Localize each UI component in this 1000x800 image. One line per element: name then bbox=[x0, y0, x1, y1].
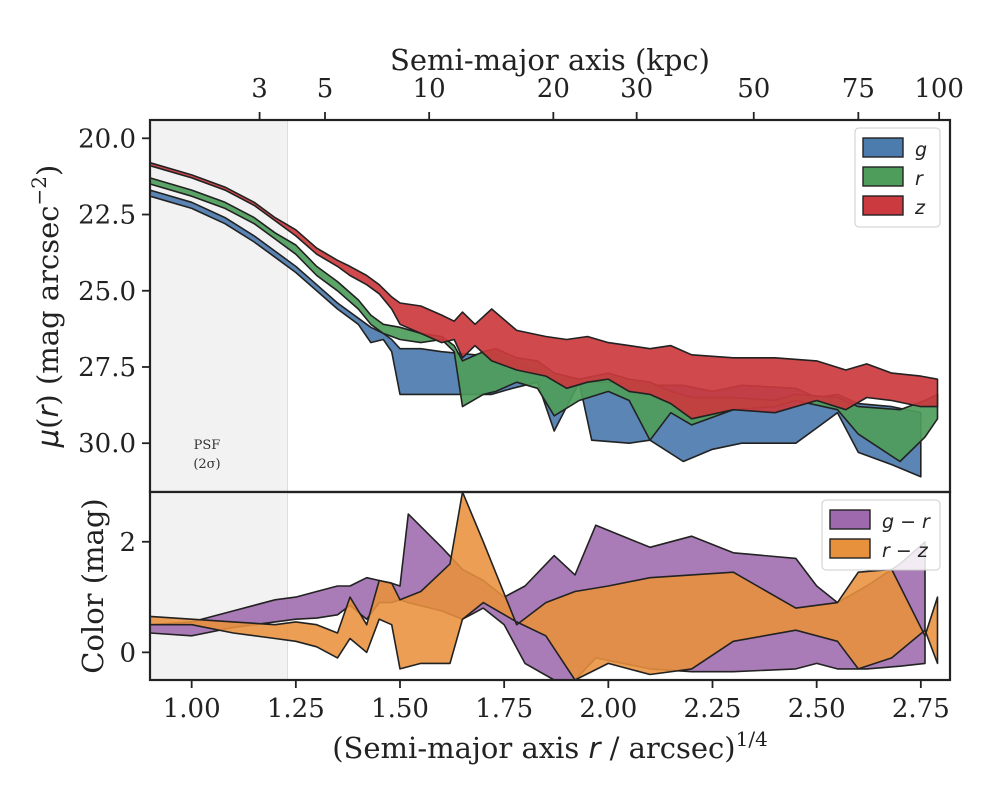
legend-label: z bbox=[914, 197, 926, 219]
top-x-tick-label: 10 bbox=[413, 74, 446, 104]
bottom-x-tick-label: 1.25 bbox=[267, 694, 325, 724]
top-x-tick-label: 75 bbox=[842, 74, 875, 104]
top-x-tick-label: 3 bbox=[251, 74, 268, 104]
bottom-legend: g − r r − z bbox=[821, 499, 941, 571]
bottom-x-tick-label: 1.50 bbox=[371, 694, 429, 724]
legend-swatch bbox=[862, 166, 904, 187]
area-rz bbox=[149, 491, 939, 681]
color-areas bbox=[149, 491, 939, 681]
top-y-axis-title: μ(r) (mag arcsec−2) bbox=[27, 165, 65, 449]
bottom-panel-frame bbox=[148, 490, 952, 682]
surface-brightness-panel: 20.0 22.5 25.0 27.5 30.0 3 5 10 20 30 50 75 100 PSF… bbox=[27, 43, 964, 494]
top-x-tick-label: 100 bbox=[914, 74, 964, 104]
top-y-tick-label: 25.0 bbox=[78, 277, 136, 307]
top-x-axis-title: Semi-major axis (kpc) bbox=[390, 43, 710, 77]
bottom-y-axis-title: Color (mag) bbox=[76, 498, 110, 673]
psf-label-line1: PSF bbox=[194, 438, 221, 453]
legend-label: r bbox=[915, 168, 924, 190]
bottom-x-tick-label: 2.75 bbox=[892, 694, 950, 724]
psf-shaded-region bbox=[149, 119, 288, 493]
bottom-x-tick-label: 1.75 bbox=[475, 694, 533, 724]
legend-label: g bbox=[915, 139, 927, 161]
legend-swatch bbox=[829, 538, 871, 559]
legend-label: r − z bbox=[882, 540, 929, 562]
bottom-x-ticks: 1.00 1.25 1.50 1.75 2.00 2.25 2.50 2.75 bbox=[163, 680, 950, 724]
bottom-y-tick-label: 0 bbox=[119, 638, 136, 668]
bottom-x-tick-label: 1.00 bbox=[163, 694, 221, 724]
color-panel: 02 1.00 1.25 1.50 1.75 2.00 2.25 2.50 2.75 Colo… bbox=[76, 490, 952, 765]
psf-label-line2: (2σ) bbox=[193, 457, 220, 472]
bottom-x-tick-label: 2.50 bbox=[788, 694, 846, 724]
bottom-x-tick-label: 2.25 bbox=[684, 694, 742, 724]
top-y-ticks: 20.0 22.5 25.0 27.5 30.0 bbox=[78, 124, 150, 459]
top-legend: grz bbox=[854, 127, 941, 228]
top-y-tick-label: 30.0 bbox=[78, 429, 136, 459]
legend-swatch bbox=[829, 509, 871, 530]
bottom-x-axis-title: (Semi-major axis r / arcsec)1/4 bbox=[332, 727, 768, 765]
top-x-tick-label: 5 bbox=[317, 74, 334, 104]
bottom-y-tick-label: 2 bbox=[119, 528, 136, 558]
bottom-x-tick-label: 2.00 bbox=[579, 694, 637, 724]
area-z bbox=[149, 161, 939, 420]
area-r bbox=[149, 177, 939, 463]
bottom-y-ticks: 02 bbox=[119, 528, 150, 668]
legend-label: g − r bbox=[882, 511, 931, 533]
top-x-tick-label: 20 bbox=[537, 74, 570, 104]
top-x-ticks: 3 5 10 20 30 50 75 100 bbox=[251, 74, 964, 120]
surface-brightness-areas bbox=[149, 161, 939, 478]
top-y-tick-label: 20.0 bbox=[78, 124, 136, 154]
top-x-tick-label: 50 bbox=[737, 74, 770, 104]
top-y-tick-label: 22.5 bbox=[78, 201, 136, 231]
legend-swatch bbox=[862, 137, 904, 158]
psf-shaded-region-bottom bbox=[149, 491, 288, 681]
legend-swatch bbox=[862, 195, 904, 216]
top-x-tick-label: 30 bbox=[620, 74, 653, 104]
top-y-tick-label: 27.5 bbox=[78, 353, 136, 383]
